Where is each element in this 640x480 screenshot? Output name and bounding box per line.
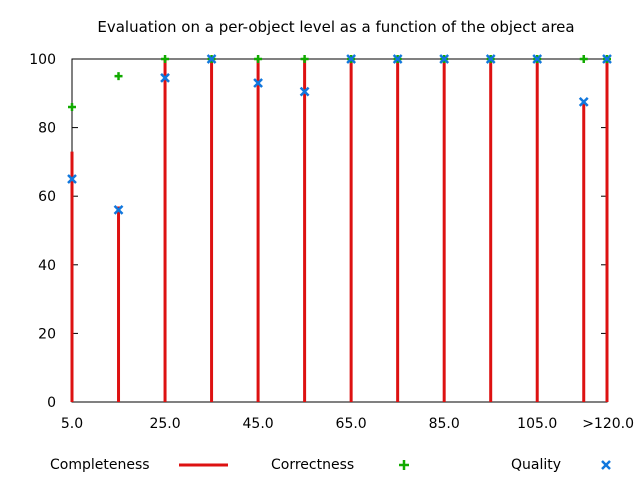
y-tick-label: 60: [38, 189, 56, 205]
legend: Completeness Correctness Quality: [50, 457, 611, 473]
legend-swatch-quality: [601, 460, 611, 470]
y-axis: 0 20 40 60 80 100: [29, 52, 607, 411]
y-tick-label: 80: [38, 121, 56, 137]
correctness-point: [254, 55, 263, 63]
legend-label-completeness: Completeness: [50, 457, 150, 473]
quality-point: [253, 78, 263, 88]
correctness-series: [68, 55, 611, 112]
x-axis: 5.0 25.0 45.0 65.0 85.0 105.0 >120.0: [61, 59, 634, 432]
x-tick-label: 5.0: [61, 416, 83, 432]
legend-label-quality: Quality: [511, 457, 561, 473]
correctness-point: [68, 103, 76, 112]
quality-point: [602, 54, 612, 64]
quality-point: [346, 54, 357, 64]
y-tick-label: 0: [47, 395, 56, 411]
quality-point: [485, 54, 496, 64]
x-tick-label: >120.0: [582, 416, 634, 432]
quality-point: [67, 174, 77, 184]
quality-point: [439, 54, 450, 64]
legend-swatch-correctness: [399, 460, 409, 470]
x-tick-label: 45.0: [243, 416, 274, 432]
quality-series: [67, 54, 612, 215]
quality-point: [160, 72, 170, 83]
correctness-point: [300, 55, 309, 63]
y-tick-label: 100: [29, 52, 56, 68]
quality-point: [113, 205, 124, 215]
x-tick-label: 105.0: [517, 416, 557, 432]
quality-point: [206, 54, 217, 64]
plot-frame: [71, 58, 608, 403]
correctness-point: [161, 55, 170, 63]
x-tick-label: 65.0: [336, 416, 367, 432]
quality-point: [299, 86, 310, 97]
x-tick-label: 85.0: [429, 416, 460, 432]
x-tick-label: 25.0: [149, 416, 180, 432]
y-tick-label: 20: [38, 326, 56, 342]
correctness-point: [114, 72, 123, 81]
quality-point: [532, 54, 543, 64]
y-tick-label: 40: [38, 258, 56, 274]
quality-point: [578, 96, 589, 107]
legend-label-correctness: Correctness: [271, 457, 354, 473]
quality-point: [392, 54, 403, 64]
chart-title: Evaluation on a per-object level as a fu…: [97, 18, 574, 36]
correctness-point: [579, 55, 588, 63]
completeness-series: [70, 59, 609, 402]
